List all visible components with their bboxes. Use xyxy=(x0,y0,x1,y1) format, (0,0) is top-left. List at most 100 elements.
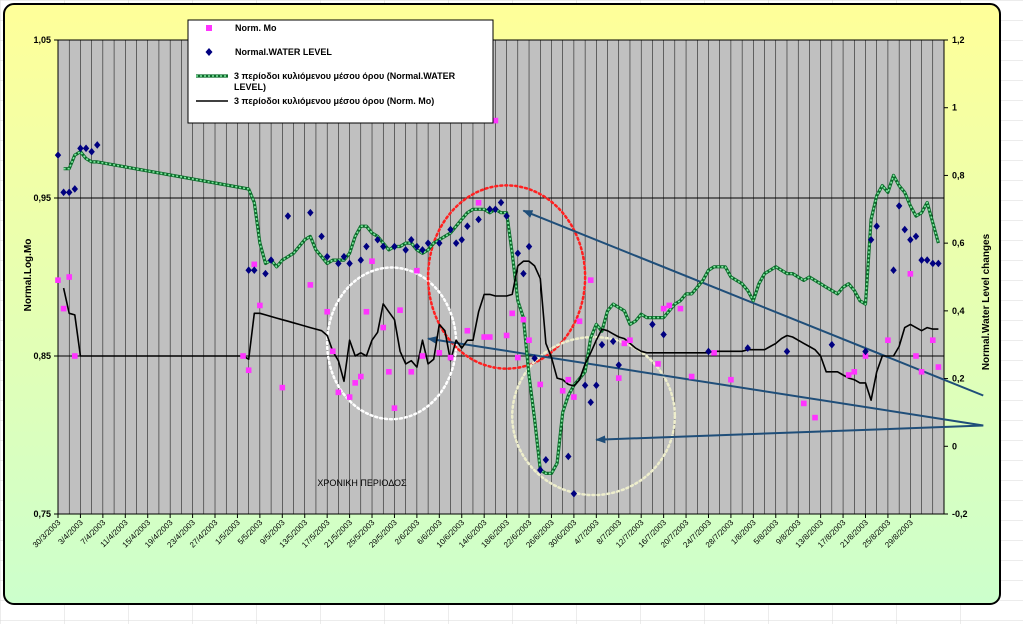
water-level-point xyxy=(419,246,426,254)
water-level-point xyxy=(525,242,533,251)
norm-mo-point xyxy=(329,348,336,355)
annotation-arrow xyxy=(522,209,984,397)
water-level-point xyxy=(593,381,600,390)
norm-mo-point xyxy=(885,337,891,343)
water-level-point xyxy=(54,151,62,159)
annotation-arrow xyxy=(595,424,984,444)
water-level-point xyxy=(391,242,398,251)
y-tick-label: 0,85 xyxy=(33,351,51,361)
water-level-point xyxy=(307,208,314,217)
y2-tick-label: 0,6 xyxy=(952,238,965,248)
water-level-point xyxy=(486,205,493,214)
water-level-point xyxy=(609,337,617,346)
water-level-point xyxy=(912,232,920,241)
water-level-point xyxy=(867,235,875,244)
water-level-point xyxy=(783,347,791,356)
water-level-point xyxy=(475,215,482,224)
water-level-point xyxy=(335,259,342,268)
water-level-point xyxy=(497,198,505,207)
norm-mo-point xyxy=(240,353,246,359)
water-level-point xyxy=(537,466,544,474)
norm-mo-point xyxy=(587,277,594,283)
water-level-point xyxy=(615,361,622,369)
water-level-point xyxy=(452,239,460,247)
water-level-point xyxy=(520,269,527,278)
water-level-point xyxy=(587,398,594,407)
legend-box xyxy=(187,19,494,124)
norm-mo-point xyxy=(391,405,398,411)
norm-mo-point xyxy=(503,332,510,339)
norm-mo-point xyxy=(509,310,516,317)
norm-mo-point xyxy=(728,376,734,383)
legend: Norm. Mo Normal.WATER LEVEL 3 περίοδοι κυλ… xyxy=(187,19,494,124)
water-level-point xyxy=(323,252,331,261)
water-level-point xyxy=(245,266,252,275)
water-level-point xyxy=(918,256,925,264)
annotation-arrow xyxy=(427,336,984,427)
norm-mo-point xyxy=(436,350,443,356)
water-level-point xyxy=(907,235,914,244)
y2-tick-label: 1,2 xyxy=(952,35,965,45)
norm-mo-point xyxy=(251,261,258,268)
water-level-point xyxy=(873,222,880,231)
norm-mo-point xyxy=(257,302,263,309)
water-level-point xyxy=(374,235,381,244)
water-level-point xyxy=(649,320,656,329)
ma-mo-line xyxy=(62,260,939,402)
norm-mo-point xyxy=(358,373,364,380)
norm-mo-point xyxy=(688,373,695,380)
water-level-point xyxy=(88,147,95,156)
norm-mo-point xyxy=(565,376,572,383)
water-level-point xyxy=(581,381,589,390)
legend-label-ma-mo: 3 περίοδοι κυλιόμενου μέσου όρου (Norm. … xyxy=(234,96,434,106)
norm-mo-point xyxy=(380,324,387,331)
y2-tick-label: -0,2 xyxy=(952,509,968,519)
legend-label-line: LEVEL) xyxy=(234,82,266,92)
norm-mo-point xyxy=(621,340,628,347)
norm-mo-point xyxy=(72,353,78,359)
water-level-point xyxy=(94,141,101,149)
water-level-point xyxy=(895,202,903,210)
water-level-point xyxy=(570,489,578,498)
norm-mo-point xyxy=(486,334,493,340)
water-level-point xyxy=(267,256,275,264)
highlight-ellipse xyxy=(426,184,587,370)
y2-tick-label: 0,2 xyxy=(952,374,965,384)
norm-mo-point xyxy=(515,354,521,361)
norm-mo-point xyxy=(812,414,818,421)
series-points xyxy=(54,117,942,498)
water-level-point xyxy=(60,188,67,197)
x-axis-title: ΧΡΟΝΙΚΗ ΠΕΡΙΟΔΟΣ xyxy=(317,478,407,488)
water-level-point xyxy=(901,225,908,234)
water-level-point xyxy=(284,212,292,220)
water-level-point xyxy=(464,222,471,231)
norm-mo-point xyxy=(907,271,914,277)
norm-mo-point xyxy=(386,369,392,375)
water-level-point xyxy=(413,242,421,251)
water-level-point xyxy=(935,259,942,268)
y2-axis-title: Normal.Water Level changes xyxy=(981,233,992,370)
norm-mo-point xyxy=(397,307,403,313)
norm-mo-point xyxy=(307,282,314,288)
water-level-point xyxy=(531,354,538,363)
water-level-point xyxy=(492,205,499,214)
norm-mo-point xyxy=(475,199,482,206)
water-level-point xyxy=(77,144,84,153)
norm-mo-point xyxy=(711,350,717,356)
water-level-point xyxy=(424,239,432,247)
norm-mo-point xyxy=(66,274,73,280)
norm-mo-point xyxy=(660,305,667,312)
y-axis-title: Normal.Log.Mo xyxy=(23,239,34,312)
norm-mo-point xyxy=(655,361,661,367)
legend-marker-water-level xyxy=(205,48,213,56)
norm-mo-point xyxy=(363,308,370,315)
legend-label-norm-mo: Norm. Mo xyxy=(235,23,277,33)
water-level-point xyxy=(458,235,465,244)
water-level-point xyxy=(828,340,836,349)
norm-mo-point xyxy=(60,305,67,312)
water-level-point xyxy=(862,347,869,356)
water-level-point xyxy=(436,239,443,247)
norm-mo-point xyxy=(369,258,375,264)
